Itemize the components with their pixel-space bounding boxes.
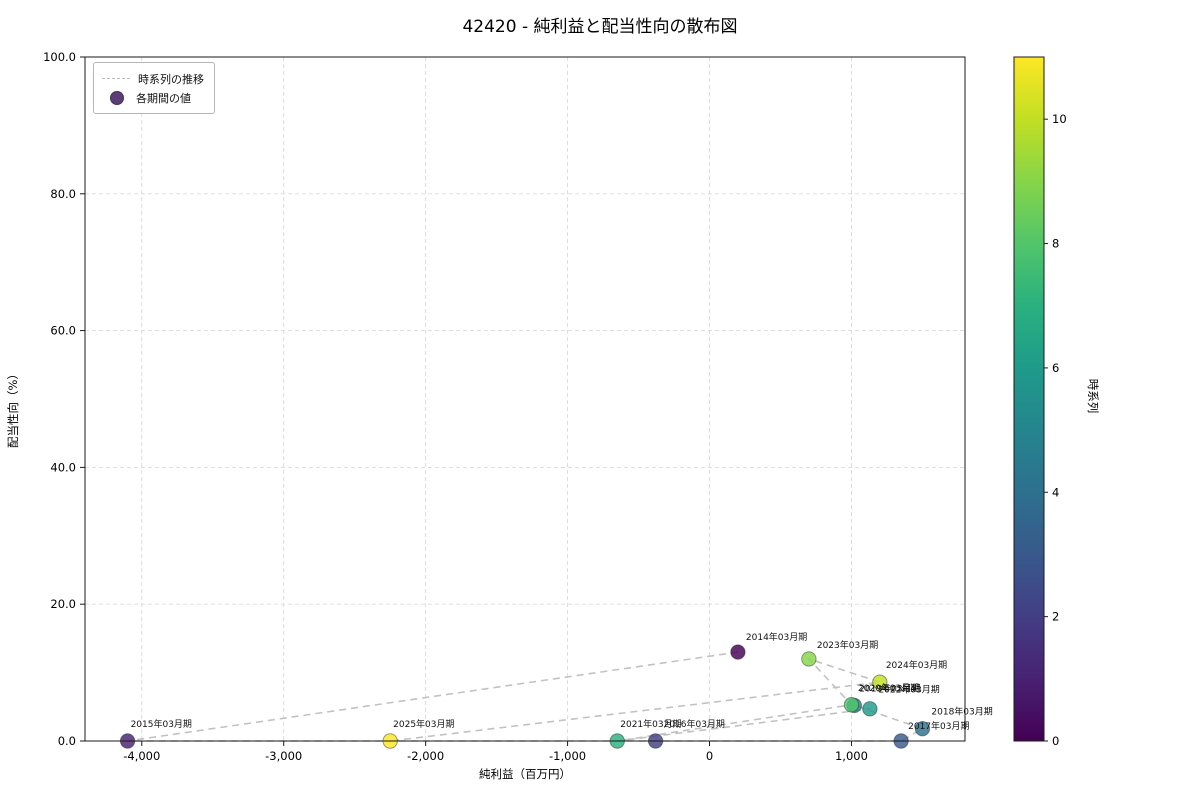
svg-text:-2,000: -2,000 [407, 749, 444, 763]
svg-text:0.0: 0.0 [58, 734, 76, 748]
point-label: 2022年03月期 [878, 684, 939, 696]
point-label: 2015年03月期 [131, 718, 192, 730]
x-axis-label: 純利益（百万円） [479, 767, 571, 781]
point-label: 2014年03月期 [746, 631, 807, 643]
svg-text:20.0: 20.0 [50, 597, 76, 611]
scatter-point [914, 720, 931, 737]
point-swatch [110, 90, 124, 105]
dashed-line-swatch [102, 78, 130, 79]
svg-text:40.0: 40.0 [50, 460, 76, 474]
point-label: 2018年03月期 [931, 706, 992, 718]
point-label: 2020年03月期 [858, 682, 919, 694]
legend-line-label: 時系列の推移 [138, 72, 204, 86]
point-label: 2021年03月期 [620, 718, 681, 730]
point-label: 2019年03月期 [859, 682, 920, 694]
svg-text:-3,000: -3,000 [265, 749, 302, 763]
svg-text:80.0: 80.0 [50, 187, 76, 201]
scatter-point [862, 701, 878, 717]
point-annotations: 2014年03月期 2015年03月期 2016年03月期 2017年03月期 2018… [131, 631, 993, 732]
scatter-point [843, 697, 860, 713]
point-label: 2023年03月期 [817, 639, 878, 651]
point-label: 2016年03月期 [664, 718, 725, 730]
legend: 時系列の推移 各期間の値 [93, 62, 215, 114]
svg-text:100.0: 100.0 [43, 50, 76, 64]
colorbar: 0 2 4 6 8 10 [1013, 56, 1067, 748]
svg-text:10: 10 [1052, 112, 1067, 126]
chart-title: 42420 - 純利益と配当性向の散布図 [462, 17, 738, 37]
svg-text:6: 6 [1052, 361, 1059, 375]
colorbar-label: 時系列 [1086, 378, 1100, 414]
svg-text:-1,000: -1,000 [549, 749, 586, 763]
legend-entry-points: 各期間の値 [102, 88, 204, 107]
svg-text:1,000: 1,000 [835, 749, 868, 763]
svg-text:0: 0 [1052, 734, 1059, 748]
y-axis-label: 配当性向（%） [6, 368, 20, 448]
svg-text:8: 8 [1052, 237, 1059, 251]
gridlines [85, 56, 965, 742]
svg-text:2: 2 [1052, 610, 1059, 624]
point-label: 2017年03月期 [908, 720, 969, 732]
scatter-point [801, 651, 817, 667]
svg-text:4: 4 [1052, 485, 1059, 499]
point-label: 2025年03月期 [393, 718, 454, 730]
svg-text:0: 0 [706, 749, 713, 763]
legend-point-label: 各期間の値 [136, 91, 191, 105]
data-points [119, 644, 931, 749]
scatter-point [730, 644, 746, 660]
scatter-point [872, 674, 888, 690]
svg-text:60.0: 60.0 [50, 324, 76, 338]
axes-and-ticks: -4,000 -3,000 -2,000 -1,000 0 1,000 0.0 20.0 40.… [43, 50, 966, 763]
point-label: 2024年03月期 [886, 659, 947, 671]
legend-entry-trajectory: 時系列の推移 [102, 69, 204, 88]
trajectory-line [127, 651, 925, 742]
svg-text:-4,000: -4,000 [123, 749, 160, 763]
